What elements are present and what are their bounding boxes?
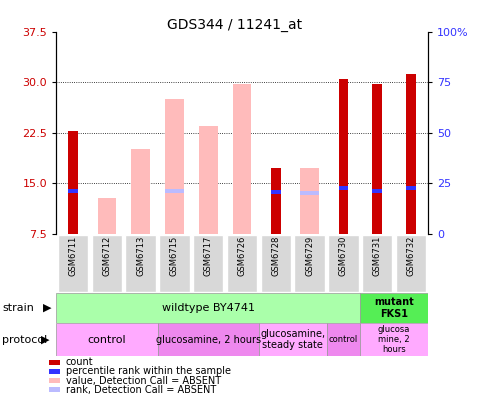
Text: value, Detection Call = ABSENT: value, Detection Call = ABSENT <box>65 375 220 386</box>
Text: glucosamine,
steady state: glucosamine, steady state <box>260 329 325 350</box>
Text: control: control <box>328 335 357 344</box>
Text: GSM6731: GSM6731 <box>372 236 381 276</box>
Bar <box>98 198 116 234</box>
Text: GSM6715: GSM6715 <box>170 236 179 276</box>
Bar <box>232 84 251 234</box>
Bar <box>360 293 427 323</box>
Bar <box>406 74 415 234</box>
Bar <box>406 186 415 190</box>
Bar <box>131 149 150 234</box>
FancyBboxPatch shape <box>226 235 257 292</box>
Text: GSM6717: GSM6717 <box>203 236 212 276</box>
Bar <box>300 168 318 234</box>
Text: glucosamine, 2 hours: glucosamine, 2 hours <box>155 335 260 345</box>
Text: count: count <box>65 357 93 367</box>
Text: rank, Detection Call = ABSENT: rank, Detection Call = ABSENT <box>65 385 215 395</box>
Text: ▶: ▶ <box>43 303 51 313</box>
Bar <box>372 84 381 234</box>
Text: GSM6728: GSM6728 <box>271 236 280 276</box>
Bar <box>338 79 347 234</box>
Bar <box>165 99 183 234</box>
FancyBboxPatch shape <box>395 235 426 292</box>
FancyBboxPatch shape <box>92 235 122 292</box>
Text: percentile rank within the sample: percentile rank within the sample <box>65 366 230 377</box>
Bar <box>372 189 381 193</box>
Bar <box>56 293 360 323</box>
Text: GSM6730: GSM6730 <box>338 236 347 276</box>
Bar <box>165 189 183 193</box>
Text: mutant
FKS1: mutant FKS1 <box>373 297 413 319</box>
Bar <box>338 186 347 190</box>
Bar <box>270 168 280 234</box>
FancyBboxPatch shape <box>260 235 290 292</box>
Bar <box>300 191 318 195</box>
Bar <box>199 126 217 234</box>
FancyBboxPatch shape <box>193 235 223 292</box>
Text: GSM6712: GSM6712 <box>102 236 111 276</box>
Bar <box>326 323 360 356</box>
Text: glucosa
mine, 2
hours: glucosa mine, 2 hours <box>377 325 409 354</box>
Bar <box>68 189 78 193</box>
Bar <box>56 323 157 356</box>
Bar <box>68 131 78 234</box>
FancyBboxPatch shape <box>125 235 156 292</box>
FancyBboxPatch shape <box>294 235 324 292</box>
Text: GSM6726: GSM6726 <box>237 236 246 276</box>
Text: protocol: protocol <box>2 335 48 345</box>
Bar <box>157 323 259 356</box>
Bar <box>270 190 280 194</box>
Text: strain: strain <box>2 303 34 313</box>
Text: ▶: ▶ <box>41 335 49 345</box>
Bar <box>259 323 326 356</box>
Bar <box>360 323 427 356</box>
Text: GSM6711: GSM6711 <box>68 236 78 276</box>
FancyBboxPatch shape <box>58 235 88 292</box>
Text: control: control <box>87 335 126 345</box>
Text: wildtype BY4741: wildtype BY4741 <box>162 303 254 313</box>
Text: GDS344 / 11241_at: GDS344 / 11241_at <box>167 18 302 32</box>
FancyBboxPatch shape <box>361 235 391 292</box>
Text: GSM6732: GSM6732 <box>406 236 415 276</box>
Text: GSM6729: GSM6729 <box>305 236 313 276</box>
FancyBboxPatch shape <box>159 235 189 292</box>
FancyBboxPatch shape <box>327 235 358 292</box>
Text: GSM6713: GSM6713 <box>136 236 145 276</box>
